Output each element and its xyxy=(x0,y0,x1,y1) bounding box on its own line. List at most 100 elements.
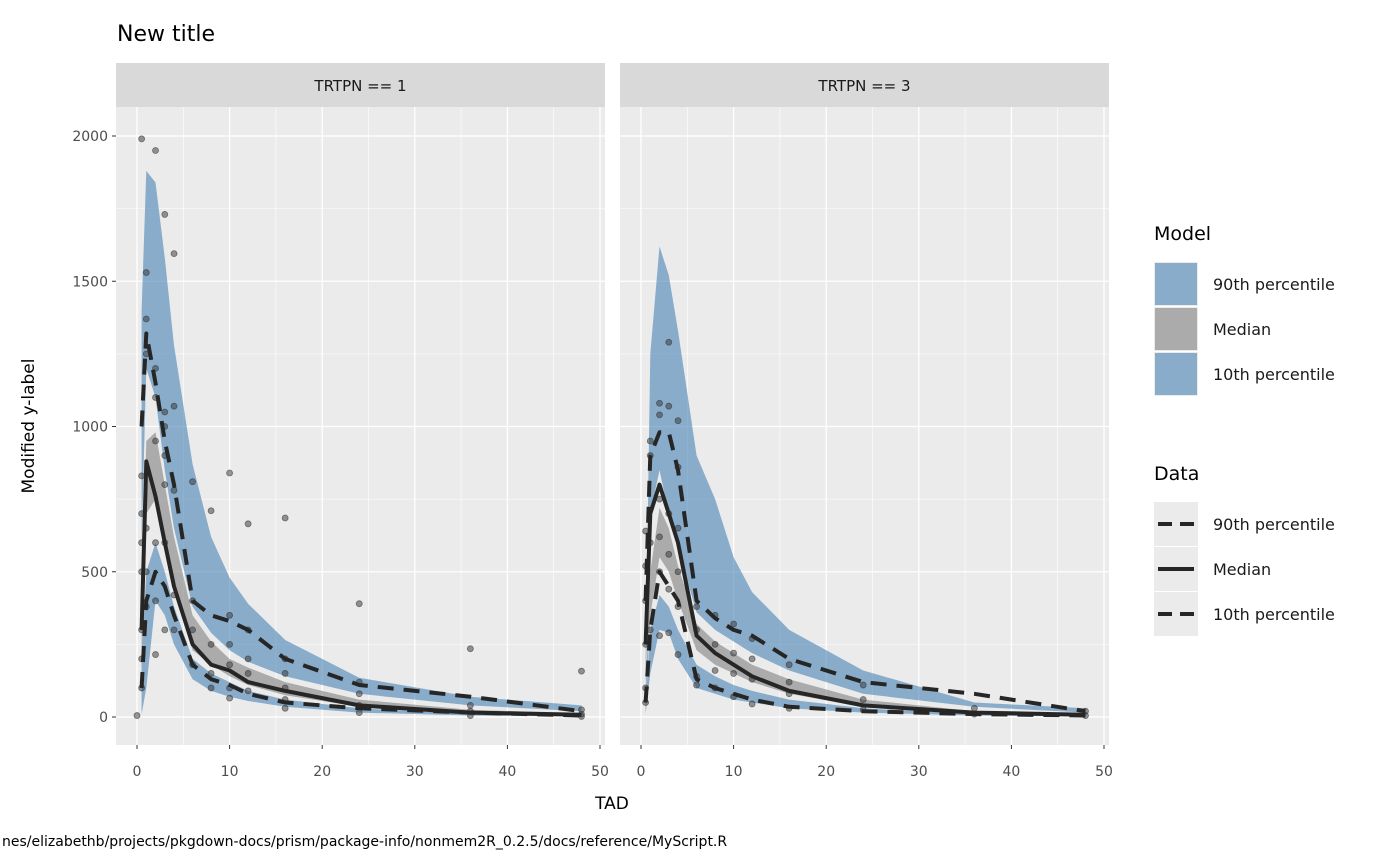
facet-strip xyxy=(116,63,605,107)
observed-point xyxy=(142,269,150,276)
observed-point xyxy=(466,701,474,709)
observed-point xyxy=(785,678,793,686)
data-line-10th-percentile xyxy=(139,569,582,718)
x-tick-label: 0 xyxy=(637,764,646,780)
y-tick-label: 0 xyxy=(99,710,108,726)
observed-point xyxy=(207,670,215,677)
observed-point xyxy=(170,250,178,258)
legend-title: Data xyxy=(1154,463,1199,485)
chart-title: New title xyxy=(117,22,215,47)
observed-point xyxy=(226,694,234,702)
observed-point xyxy=(656,411,663,419)
observed-point xyxy=(170,487,178,494)
observed-point xyxy=(161,408,169,416)
data-line-median xyxy=(643,482,1086,717)
x-tick-label: 40 xyxy=(1002,764,1020,780)
legend-label: 90th percentile xyxy=(1213,515,1335,534)
observed-point xyxy=(161,211,169,218)
observed-point xyxy=(711,667,719,674)
legend-key-fill xyxy=(1155,308,1197,350)
panel-2: TRTPN == 3 0 10 20 30 40 50 xyxy=(620,63,1113,780)
observed-point xyxy=(152,539,159,547)
observed-point xyxy=(170,626,178,634)
observed-point xyxy=(656,533,663,541)
observed-point xyxy=(859,696,867,703)
observed-point xyxy=(578,667,585,675)
observed-point xyxy=(152,147,159,154)
observed-point xyxy=(138,472,146,480)
y-tick-label: 1000 xyxy=(72,420,108,436)
observed-point xyxy=(226,640,234,648)
observed-point xyxy=(161,626,169,634)
observed-point xyxy=(859,681,867,689)
observed-point xyxy=(355,709,363,717)
observed-point xyxy=(674,417,682,425)
legend-label: Median xyxy=(1213,560,1271,579)
observed-point xyxy=(161,481,169,489)
legend-data: Data 90th percentile Median 10th percentile xyxy=(1154,463,1335,636)
y-tick-label: 500 xyxy=(81,565,108,581)
observed-point xyxy=(730,620,737,628)
observed-point xyxy=(207,640,215,648)
observed-point xyxy=(355,690,363,698)
facet-strip-label: TRTPN == 1 xyxy=(313,77,406,95)
observed-point xyxy=(152,437,159,445)
x-tick-label: 10 xyxy=(221,764,239,780)
x-tick-label: 50 xyxy=(1095,764,1113,780)
x-tick-label: 10 xyxy=(725,764,743,780)
observed-point xyxy=(281,670,289,677)
facet-strip-label: TRTPN == 3 xyxy=(817,77,910,95)
y-tick-label: 1500 xyxy=(72,274,108,290)
x-tick-label: 0 xyxy=(133,764,142,780)
y-tick-label: 2000 xyxy=(72,129,108,145)
data-line-10th-percentile xyxy=(643,569,1086,718)
observed-point xyxy=(207,684,215,692)
x-axis-label: TAD xyxy=(594,794,629,814)
data-line-90th-percentile xyxy=(643,430,1086,714)
legend-label: Median xyxy=(1213,320,1271,339)
x-tick-label: 40 xyxy=(498,764,516,780)
legend-label: 10th percentile xyxy=(1213,365,1335,384)
footer-path: nes/elizabethb/projects/pkgdown-docs/pri… xyxy=(2,834,727,850)
observed-point xyxy=(665,585,673,593)
legend-label: 90th percentile xyxy=(1213,275,1335,294)
observed-point xyxy=(711,640,719,648)
model-band-90th-percentile xyxy=(645,246,1086,713)
legend-key-fill xyxy=(1155,353,1197,395)
x-tick-label: 50 xyxy=(591,764,609,780)
observed-point xyxy=(226,611,234,619)
x-tick-label: 20 xyxy=(313,764,331,780)
observed-point xyxy=(748,655,756,663)
observed-point xyxy=(152,651,159,658)
observed-point xyxy=(133,712,141,719)
observed-point xyxy=(748,700,756,708)
observed-point xyxy=(730,670,737,677)
observed-point xyxy=(207,507,215,515)
observed-point xyxy=(170,402,178,410)
data-line-median xyxy=(139,459,582,717)
observed-point xyxy=(466,645,474,653)
legend-label: 10th percentile xyxy=(1213,605,1335,624)
observed-point xyxy=(665,550,673,558)
facet-strip xyxy=(620,63,1109,107)
observed-point xyxy=(665,402,673,410)
observed-point xyxy=(693,681,700,689)
observed-point xyxy=(730,649,737,657)
data-line-90th-percentile xyxy=(139,331,582,714)
observed-point xyxy=(665,338,673,346)
observed-point xyxy=(244,520,252,528)
observed-point xyxy=(665,629,673,637)
observed-point xyxy=(785,661,793,669)
observed-point xyxy=(142,315,150,323)
observed-point xyxy=(226,661,234,669)
observed-point xyxy=(646,437,654,445)
observed-point xyxy=(281,704,289,712)
observed-point xyxy=(152,597,159,605)
observed-point xyxy=(189,478,196,486)
legend-title: Model xyxy=(1154,223,1211,245)
observed-point xyxy=(656,632,663,640)
legend-model: Model 90th percentile Median 10th percentil… xyxy=(1154,223,1335,396)
observed-point xyxy=(656,399,663,407)
